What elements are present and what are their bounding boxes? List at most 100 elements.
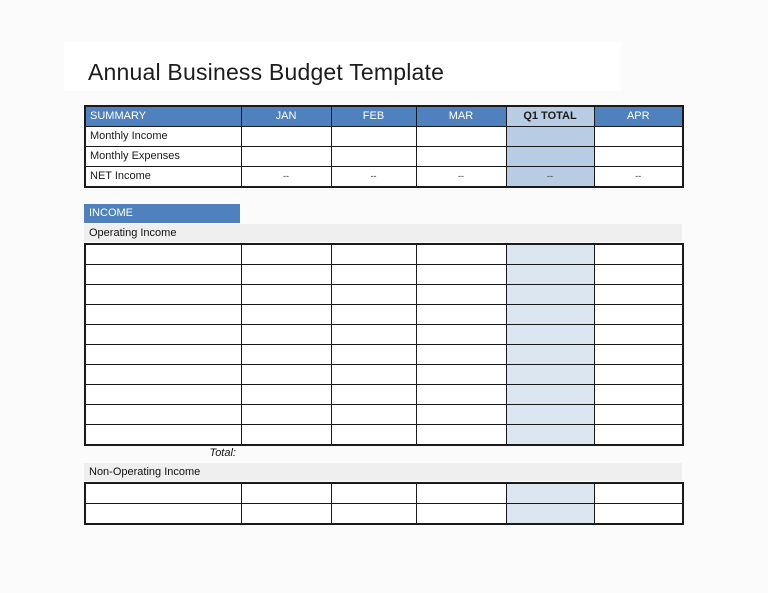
cell-monthly-income-jan[interactable]: [240, 126, 332, 147]
grid-cell[interactable]: [593, 284, 684, 305]
grid-cell[interactable]: [84, 304, 242, 325]
grid-cell[interactable]: [84, 404, 242, 425]
operating-income-grid: [84, 243, 684, 446]
grid-cell[interactable]: [330, 503, 417, 525]
grid-cell[interactable]: [240, 503, 332, 525]
cell-monthly-income-q1-total: [505, 126, 595, 147]
summary-header-jan: JAN: [240, 105, 332, 127]
grid-cell[interactable]: [415, 424, 507, 446]
summary-row-monthly-income: Monthly Income: [84, 126, 684, 147]
grid-cell[interactable]: [84, 364, 242, 385]
grid-cell-q1-total: [505, 344, 595, 365]
grid-row: [84, 344, 684, 365]
grid-cell[interactable]: [330, 424, 417, 446]
grid-cell[interactable]: [240, 284, 332, 305]
grid-cell[interactable]: [415, 482, 507, 504]
grid-cell[interactable]: [240, 384, 332, 405]
grid-cell[interactable]: [415, 404, 507, 425]
grid-cell[interactable]: [593, 344, 684, 365]
grid-cell[interactable]: [84, 503, 242, 525]
grid-cell[interactable]: [415, 264, 507, 285]
grid-cell[interactable]: [330, 324, 417, 345]
cell-monthly-expenses-mar[interactable]: [415, 146, 507, 167]
cell-net-income-mar: --: [415, 166, 507, 188]
grid-cell[interactable]: [593, 404, 684, 425]
grid-cell[interactable]: [593, 264, 684, 285]
grid-row: [84, 284, 684, 305]
grid-cell[interactable]: [593, 304, 684, 325]
grid-cell[interactable]: [593, 324, 684, 345]
grid-row: [84, 404, 684, 425]
grid-cell[interactable]: [330, 243, 417, 265]
summary-header-row: SUMMARY JAN FEB MAR Q1 TOTAL APR: [84, 105, 684, 127]
summary-header-summary: SUMMARY: [84, 105, 242, 127]
grid-cell-q1-total: [505, 364, 595, 385]
cell-monthly-income-feb[interactable]: [330, 126, 417, 147]
grid-cell[interactable]: [330, 344, 417, 365]
grid-cell[interactable]: [415, 304, 507, 325]
cell-net-income-jan: --: [240, 166, 332, 188]
grid-cell-q1-total: [505, 243, 595, 265]
grid-row: [84, 364, 684, 385]
grid-cell[interactable]: [84, 324, 242, 345]
grid-cell[interactable]: [330, 304, 417, 325]
grid-cell[interactable]: [240, 482, 332, 504]
grid-cell[interactable]: [415, 324, 507, 345]
grid-cell[interactable]: [240, 304, 332, 325]
row-label-monthly-income: Monthly Income: [84, 126, 242, 147]
grid-cell-q1-total: [505, 482, 595, 504]
income-section-header: INCOME: [84, 204, 240, 223]
cell-monthly-expenses-jan[interactable]: [240, 146, 332, 167]
grid-cell[interactable]: [84, 424, 242, 446]
grid-cell[interactable]: [330, 482, 417, 504]
cell-monthly-expenses-apr[interactable]: [593, 146, 684, 167]
grid-cell-q1-total: [505, 404, 595, 425]
grid-cell[interactable]: [240, 243, 332, 265]
grid-row: [84, 482, 684, 504]
grid-cell[interactable]: [593, 364, 684, 385]
grid-cell[interactable]: [593, 503, 684, 525]
grid-cell[interactable]: [593, 384, 684, 405]
grid-row: [84, 503, 684, 525]
grid-cell[interactable]: [330, 364, 417, 385]
cell-net-income-apr: --: [593, 166, 684, 188]
grid-cell[interactable]: [240, 424, 332, 446]
summary-row-net-income: NET Income -- -- -- -- --: [84, 166, 684, 188]
grid-cell-q1-total: [505, 384, 595, 405]
summary-table: SUMMARY JAN FEB MAR Q1 TOTAL APR Monthly…: [84, 105, 684, 188]
grid-cell-q1-total: [505, 424, 595, 446]
grid-cell[interactable]: [415, 344, 507, 365]
grid-cell-q1-total: [505, 503, 595, 525]
grid-cell[interactable]: [330, 384, 417, 405]
cell-monthly-income-apr[interactable]: [593, 126, 684, 147]
grid-cell[interactable]: [84, 384, 242, 405]
grid-cell[interactable]: [415, 384, 507, 405]
grid-cell[interactable]: [415, 243, 507, 265]
grid-cell[interactable]: [240, 344, 332, 365]
grid-cell[interactable]: [84, 284, 242, 305]
grid-row: [84, 424, 684, 446]
grid-cell[interactable]: [84, 264, 242, 285]
grid-cell[interactable]: [593, 482, 684, 504]
grid-cell[interactable]: [240, 264, 332, 285]
grid-cell[interactable]: [240, 324, 332, 345]
grid-cell[interactable]: [593, 243, 684, 265]
grid-cell[interactable]: [415, 364, 507, 385]
grid-cell[interactable]: [240, 404, 332, 425]
cell-monthly-expenses-q1-total: [505, 146, 595, 167]
grid-row: [84, 264, 684, 285]
grid-row: [84, 243, 684, 265]
page-title: Annual Business Budget Template: [88, 59, 445, 85]
grid-cell[interactable]: [84, 482, 242, 504]
grid-cell[interactable]: [415, 284, 507, 305]
grid-cell[interactable]: [84, 243, 242, 265]
grid-cell[interactable]: [330, 404, 417, 425]
cell-monthly-expenses-feb[interactable]: [330, 146, 417, 167]
grid-cell[interactable]: [84, 344, 242, 365]
grid-cell[interactable]: [415, 503, 507, 525]
grid-cell[interactable]: [330, 284, 417, 305]
grid-cell[interactable]: [593, 424, 684, 446]
cell-monthly-income-mar[interactable]: [415, 126, 507, 147]
grid-cell[interactable]: [330, 264, 417, 285]
grid-cell[interactable]: [240, 364, 332, 385]
